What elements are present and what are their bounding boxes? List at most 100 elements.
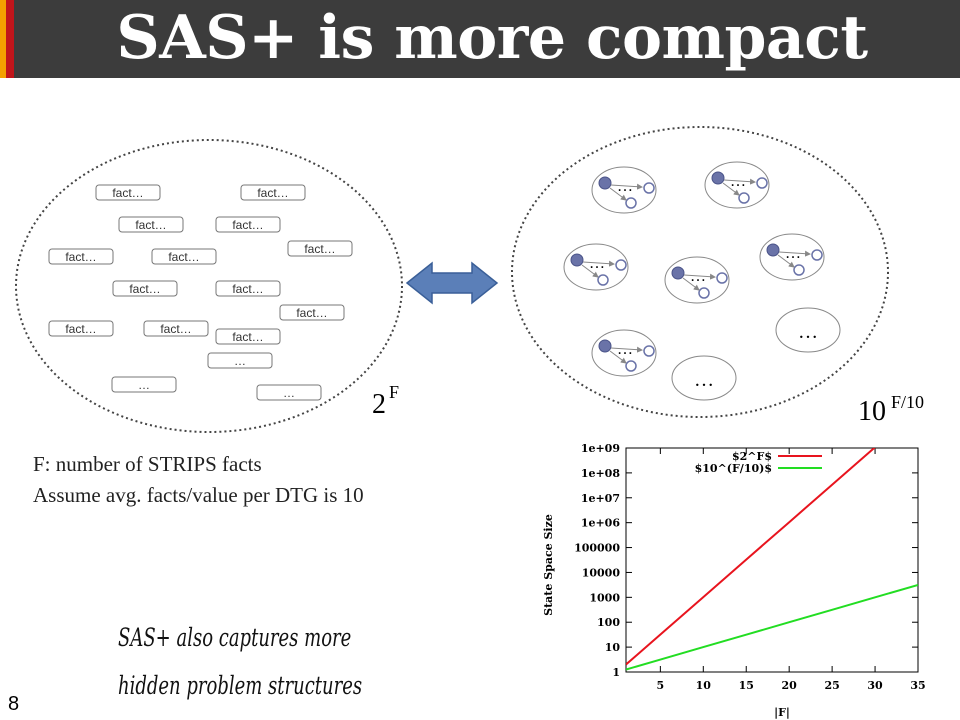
left-count-exp: F: [389, 382, 399, 402]
more-ellipse-2: [671, 355, 737, 401]
fact-pill: fact…: [215, 216, 281, 233]
dtg-ellipsis: …: [730, 173, 746, 190]
dtg-node-filled: [766, 243, 780, 257]
plot-frame: [625, 447, 919, 673]
more-ellipse-1: [775, 307, 841, 353]
fact-pill: fact…: [95, 184, 161, 201]
x-tick-label: 5: [657, 679, 665, 692]
note-line-2: hidden problem structures: [118, 671, 363, 700]
y-tick-label: 1e+09: [581, 442, 620, 455]
dtg-node: [643, 345, 655, 357]
note-line-1: SAS+ also captures more: [118, 623, 352, 652]
legend-label-1: $2^F$: [732, 450, 772, 463]
fact-pill: fact…: [215, 328, 281, 345]
ellipsis-label: …: [234, 354, 246, 368]
dtg-ellipsis: …: [785, 245, 801, 262]
title-accent-orange: [0, 0, 6, 78]
fact-pill: fact…: [215, 280, 281, 297]
left-count-base: 2: [372, 389, 386, 420]
y-axis-label: State Space Size: [542, 514, 555, 616]
y-tick-label: 1: [612, 666, 620, 679]
x-axis-label: |F|: [774, 706, 790, 719]
dtg-ellipsis: …: [690, 268, 706, 285]
more-label-2: …: [694, 369, 714, 391]
slide-title: SAS+ is more compact: [116, 3, 868, 73]
fact-label: fact…: [296, 306, 327, 320]
note-text: SAS+ also captures more hidden problem s…: [118, 614, 435, 710]
fact-pill: fact…: [112, 280, 178, 297]
dtg-node: [597, 274, 609, 286]
dtg-graph: …: [704, 161, 770, 209]
fact-label: fact…: [65, 250, 96, 264]
dtg-node-filled: [711, 171, 725, 185]
fact-label: fact…: [160, 322, 191, 336]
dtg-graph: …: [664, 256, 730, 304]
y-tick-label: 1e+07: [581, 492, 620, 505]
dtg-node: [615, 259, 627, 271]
fact-label: fact…: [65, 322, 96, 336]
fact-label: fact…: [232, 282, 263, 296]
title-accent-red: [6, 0, 14, 78]
title-bar: [0, 0, 960, 78]
dtg-node: [811, 249, 823, 261]
right-count-base: 10: [858, 396, 886, 427]
fact-pill: fact…: [118, 216, 184, 233]
state-space-chart: 1 10 100 1000 10000 100000 1e+06 1e+07 1e+08 1e+0…: [542, 442, 926, 719]
x-tick-label: 15: [739, 679, 754, 692]
dtg-node-filled: [671, 266, 685, 280]
more-label-1: …: [798, 321, 818, 343]
dtg-graph: …: [563, 243, 629, 291]
x-tick-label: 10: [696, 679, 712, 692]
y-tick-label: 1000: [589, 591, 620, 604]
fact-pill: fact…: [240, 184, 306, 201]
description-line-2: Assume avg. facts/value per DTG is 10: [33, 483, 364, 507]
dtg-graph: …: [759, 233, 825, 281]
dtg-node: [625, 197, 637, 209]
fact-label: fact…: [257, 186, 288, 200]
fact-label: fact…: [129, 282, 160, 296]
fact-pill: fact…: [151, 248, 217, 265]
y-tick-label: 100000: [574, 542, 620, 555]
ellipsis-label: …: [283, 386, 295, 400]
dtg-ellipsis: …: [589, 255, 605, 272]
dtg-node: [625, 360, 637, 372]
dtg-node: [716, 272, 728, 284]
description-line-1: F: number of STRIPS facts: [33, 452, 262, 476]
dtg-ellipsis: …: [617, 341, 633, 358]
fact-pills: fact… fact… fact… fact… fact… fact… fact… fact……: [48, 184, 353, 401]
strips-set-ellipse: [15, 139, 403, 433]
fact-pill: fact…: [143, 320, 209, 337]
fact-label: fact…: [135, 218, 166, 232]
legend-label-2: $10^(F/10)$: [695, 462, 772, 475]
fact-pill: fact…: [279, 304, 345, 321]
dtg-node-filled: [598, 339, 612, 353]
y-tick-label: 10: [605, 641, 621, 654]
page-number: 8: [8, 693, 20, 715]
dtg-graph: …: [591, 329, 657, 377]
fact-label: fact…: [232, 330, 263, 344]
dtg-graph: …: [591, 166, 657, 214]
y-tick-label: 1e+08: [581, 467, 621, 480]
dtg-node-filled: [570, 253, 584, 267]
x-tick-label: 20: [782, 679, 798, 692]
fact-pill: fact…: [48, 248, 114, 265]
series-line-1: [626, 448, 876, 666]
x-tick-label: 30: [867, 679, 883, 692]
series-line-2: [626, 583, 918, 671]
ellipsis-label: …: [138, 378, 150, 392]
dtg-node: [793, 264, 805, 276]
y-tick-label: 10000: [582, 566, 621, 579]
dtg-group: … … … … … …: [563, 161, 825, 377]
dtg-ellipsis: …: [617, 178, 633, 195]
dtg-node: [756, 177, 768, 189]
dtg-node: [643, 182, 655, 194]
fact-pill: fact…: [48, 320, 114, 337]
y-tick-label: 100: [597, 616, 620, 629]
dtg-node: [698, 287, 710, 299]
dtg-node-filled: [598, 176, 612, 190]
ellipsis-pill: …: [207, 352, 273, 369]
x-tick-label: 25: [824, 679, 839, 692]
ellipsis-pill: …: [111, 376, 177, 393]
fact-label: fact…: [112, 186, 143, 200]
